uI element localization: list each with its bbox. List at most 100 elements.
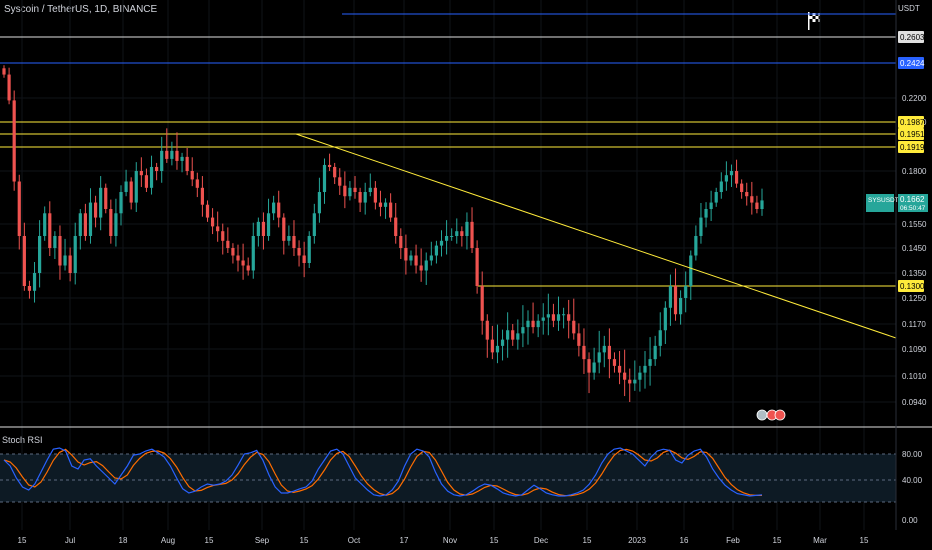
candle-body (480, 286, 484, 321)
candle-body (394, 217, 398, 236)
candle-body (32, 273, 37, 291)
y-tick-label: 0.1010 (902, 372, 927, 381)
candle-body (292, 236, 296, 248)
candle-body (144, 175, 149, 188)
candle-body (139, 171, 143, 176)
x-tick-label: 18 (119, 536, 128, 545)
candle-body (43, 213, 47, 236)
price-tag-bg (898, 31, 924, 43)
price-tag-bg (898, 280, 924, 292)
candle-body (129, 181, 133, 203)
candle-body (307, 236, 311, 263)
candle-body (104, 187, 108, 209)
candle-body (587, 359, 591, 373)
x-tick-label: 15 (860, 536, 869, 545)
candle-body (551, 314, 556, 321)
candle-body (617, 365, 622, 373)
y-tick-label: 0.1450 (902, 244, 927, 253)
candle-body (623, 372, 627, 380)
x-tick-label: Dec (534, 536, 548, 545)
candle-body (592, 362, 596, 373)
candle-body (38, 236, 42, 273)
candle-body (73, 236, 77, 273)
price-tag-text: 0.1951 (900, 130, 925, 139)
x-tick-label: 15 (205, 536, 214, 545)
candle-body (48, 213, 52, 248)
candle-body (185, 156, 189, 171)
candle-body (475, 248, 479, 286)
candle-body (465, 221, 469, 236)
candle-body (63, 255, 67, 266)
candle-body (368, 187, 372, 193)
candle-body (241, 260, 245, 266)
candle-body (287, 236, 291, 241)
candle-body (561, 314, 566, 316)
stoch-level-label: 40.00 (902, 476, 923, 485)
candle-body (495, 345, 500, 353)
price-tag-bg (898, 141, 924, 153)
candle-body (414, 255, 418, 266)
candle-body (450, 236, 454, 237)
candle-body (541, 317, 545, 321)
candle-body (455, 231, 459, 236)
candle-body (266, 213, 271, 236)
price-tag-bg (898, 128, 924, 140)
candle-body (317, 192, 322, 214)
candle-body (526, 320, 530, 328)
candle-body (272, 202, 276, 214)
candle-body (704, 209, 708, 218)
candle-body (27, 286, 32, 291)
candle-body (93, 202, 98, 218)
y-tick-label: 0.1550 (902, 220, 927, 229)
candle-body (205, 204, 210, 218)
candle-body (353, 187, 357, 193)
candle-body (531, 320, 535, 328)
candle-body (750, 196, 754, 203)
candle-body (53, 236, 57, 248)
candle-body (221, 231, 225, 241)
candle-body (521, 327, 525, 334)
x-tick-label: Jul (65, 536, 75, 545)
candle-body (699, 217, 703, 236)
candle-body (572, 320, 576, 334)
currency-label[interactable]: USDT (898, 4, 920, 13)
price-tag-bg (898, 116, 924, 128)
candle-body (180, 156, 184, 161)
x-tick-label: 15 (773, 536, 782, 545)
candle-body (195, 179, 199, 188)
x-tick-label: Aug (161, 536, 175, 545)
price-tag-text: 0.2424 (900, 59, 925, 68)
descending-trendline (295, 133, 897, 339)
candle-body (577, 333, 581, 346)
candle-body (312, 213, 316, 236)
candle-body (490, 339, 494, 353)
y-tick-label: 0.2200 (902, 94, 927, 103)
candle-body (246, 265, 250, 271)
candle-body (536, 320, 540, 328)
event-marker-icon (774, 409, 786, 421)
candle-body (58, 236, 62, 266)
candle-body (597, 352, 601, 363)
candle-body (216, 226, 220, 232)
candle-body (734, 171, 739, 184)
countdown-text: 06:50:47 (900, 205, 926, 212)
candle-body (348, 187, 352, 197)
candle-body (68, 255, 72, 273)
candle-body (389, 202, 393, 218)
candle-body (358, 192, 362, 203)
candle-body (755, 202, 759, 209)
y-tick-label: 0.1090 (902, 345, 927, 354)
candle-body (729, 171, 734, 176)
y-tick-label: 0.0940 (902, 398, 927, 407)
candle-body (373, 187, 377, 203)
candle-body (409, 255, 413, 261)
candle-body (231, 248, 235, 256)
event-marker-icon (756, 409, 768, 421)
candle-body (277, 202, 281, 218)
candle-body (439, 240, 444, 246)
price-tag-text: 0.1919 (900, 143, 925, 152)
candle-body (500, 339, 505, 346)
stoch-d-line (3, 448, 762, 497)
candle-body (444, 236, 449, 241)
